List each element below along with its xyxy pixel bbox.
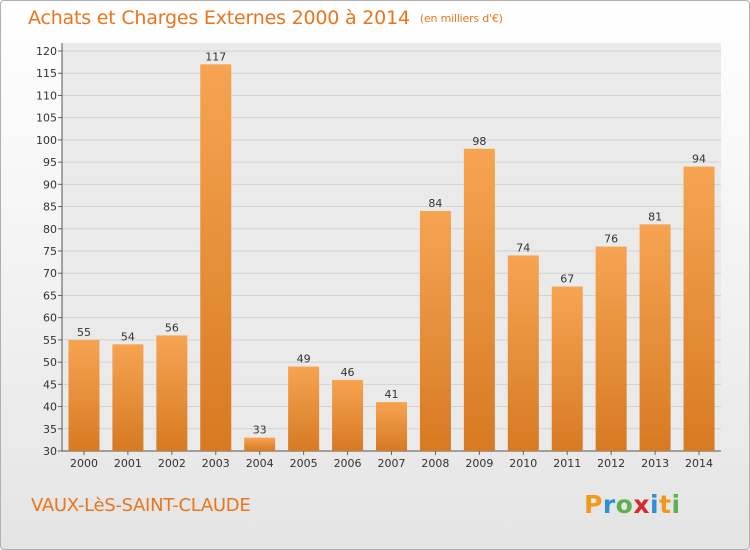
data-label: 98 <box>472 135 486 148</box>
bar <box>288 366 320 451</box>
bar <box>200 64 232 452</box>
x-tick-label: 2008 <box>421 457 449 470</box>
data-label: 84 <box>428 197 442 210</box>
x-tick-label: 2014 <box>685 457 713 470</box>
x-tick-label: 2011 <box>553 457 581 470</box>
data-label: 117 <box>205 50 226 63</box>
bar <box>376 402 407 451</box>
data-label: 46 <box>341 366 355 379</box>
data-label: 74 <box>516 241 530 254</box>
logo-letter: r <box>602 490 616 519</box>
chart-title-text: Achats et Charges Externes 2000 à 2014 <box>28 7 410 29</box>
bar <box>419 211 451 451</box>
x-tick-label: 2009 <box>465 457 493 470</box>
bar <box>507 255 539 451</box>
y-tick-label: 95 <box>43 156 57 169</box>
y-tick-label: 65 <box>43 289 57 302</box>
data-label: 94 <box>692 153 706 166</box>
x-tick-label: 2003 <box>202 457 230 470</box>
x-tick-label: 2001 <box>114 457 142 470</box>
y-tick-label: 90 <box>43 178 57 191</box>
chart-title: Achats et Charges Externes 2000 à 2014 (e… <box>28 7 503 29</box>
x-tick-label: 2007 <box>378 457 406 470</box>
logo-letter: t <box>659 490 672 519</box>
commune-name: VAUX-LèS-SAINT-CLAUDE <box>31 495 251 516</box>
proxiti-logo: Proxiti <box>584 490 681 519</box>
y-tick-label: 50 <box>43 356 57 369</box>
y-tick-label: 60 <box>43 312 57 325</box>
bar <box>156 335 188 451</box>
bar <box>551 286 583 451</box>
y-tick-label: 70 <box>43 267 57 280</box>
y-tick-label: 100 <box>36 134 57 147</box>
logo-letter: P <box>584 490 603 519</box>
y-tick-label: 35 <box>43 423 57 436</box>
bar <box>595 246 627 451</box>
y-tick-label: 55 <box>43 334 57 347</box>
chart-subtitle: (en milliers d'€) <box>419 12 503 25</box>
data-label: 56 <box>165 321 179 334</box>
y-tick-label: 30 <box>43 445 57 458</box>
bar <box>112 344 144 451</box>
data-label: 55 <box>77 326 91 339</box>
data-label: 54 <box>121 330 135 343</box>
y-tick-label: 115 <box>36 67 57 80</box>
x-tick-label: 2013 <box>641 457 669 470</box>
bar <box>68 339 100 451</box>
logo-letter: o <box>615 490 634 519</box>
data-label: 67 <box>560 273 574 286</box>
data-label: 49 <box>297 353 311 366</box>
x-tick-label: 2012 <box>597 457 625 470</box>
y-tick-label: 45 <box>43 378 57 391</box>
logo-letter: i <box>650 490 660 519</box>
x-tick-label: 2006 <box>334 457 362 470</box>
logo-letter: i <box>671 490 681 519</box>
x-tick-label: 2010 <box>509 457 537 470</box>
y-tick-label: 120 <box>36 45 57 58</box>
y-tick-label: 80 <box>43 223 57 236</box>
x-tick-label: 2002 <box>158 457 186 470</box>
bar <box>244 437 276 451</box>
x-tick-label: 2005 <box>290 457 318 470</box>
data-label: 33 <box>253 424 267 437</box>
y-tick-label: 40 <box>43 401 57 414</box>
data-label: 41 <box>385 388 399 401</box>
bar <box>683 166 715 452</box>
bar <box>639 224 671 451</box>
bar <box>463 148 495 451</box>
x-tick-label: 2000 <box>70 457 98 470</box>
y-tick-label: 85 <box>43 201 57 214</box>
bar <box>332 379 364 451</box>
data-label: 76 <box>604 233 618 246</box>
logo-letter: x <box>633 490 650 519</box>
data-label: 81 <box>648 210 662 223</box>
y-tick-label: 75 <box>43 245 57 258</box>
y-tick-label: 105 <box>36 112 57 125</box>
y-tick-label: 110 <box>36 89 57 102</box>
x-tick-label: 2004 <box>246 457 274 470</box>
